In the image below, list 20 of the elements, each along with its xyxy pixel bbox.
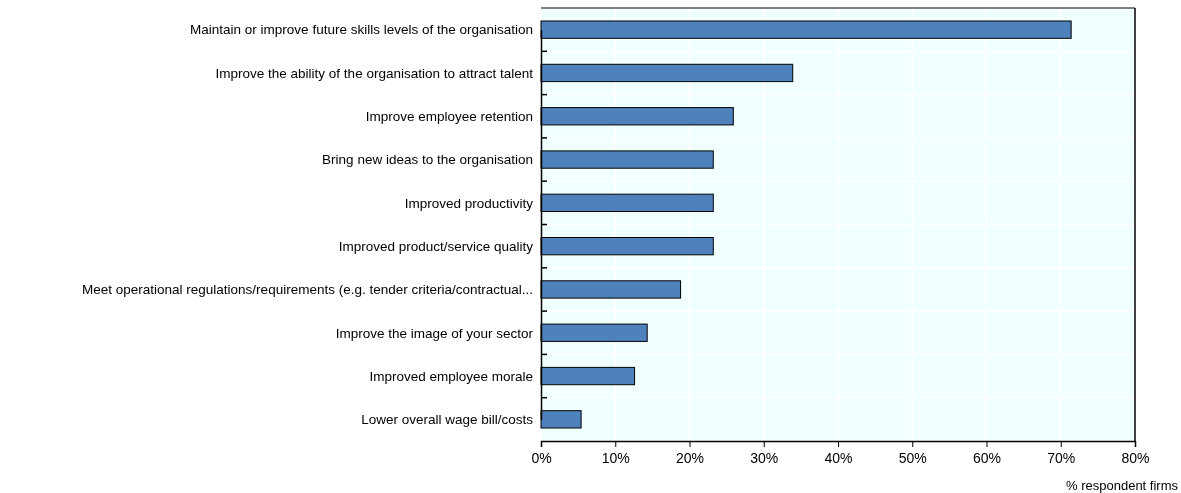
x-tick-label: 0%	[531, 449, 552, 466]
y-tick-label: Improved productivity	[404, 195, 534, 211]
y-tick-label: Bring new ideas to the organisation	[322, 152, 533, 168]
x-tick-label: 50%	[898, 449, 927, 466]
y-tick-label: Lower overall wage bill/costs	[361, 412, 534, 428]
y-tick-label: Improve the image of your sector	[335, 325, 534, 341]
x-tick-label: 80%	[1121, 449, 1150, 466]
x-tick-label: 30%	[750, 449, 779, 466]
y-tick-label: Maintain or improve future skills levels of the organisation	[190, 22, 533, 38]
y-tick-label: Meet operational regulations/requirements (e.g. tender criteria/contractual...	[82, 282, 533, 298]
y-tick-label: Improve employee retention	[365, 109, 533, 125]
y-tick-label: Improve the ability of the organisation to attract talent	[215, 65, 534, 81]
x-tick-label: 40%	[824, 449, 853, 466]
x-tick-label: 20%	[675, 449, 705, 466]
x-tick-label: 10%	[601, 449, 630, 466]
x-axis-title: % respondent firms	[1066, 478, 1179, 493]
y-tick-label: Improved product/service quality	[338, 238, 534, 254]
x-tick-label: 60%	[972, 449, 1002, 466]
x-tick-label: 70%	[1047, 449, 1076, 466]
y-tick-label: Improved employee morale	[369, 368, 533, 384]
